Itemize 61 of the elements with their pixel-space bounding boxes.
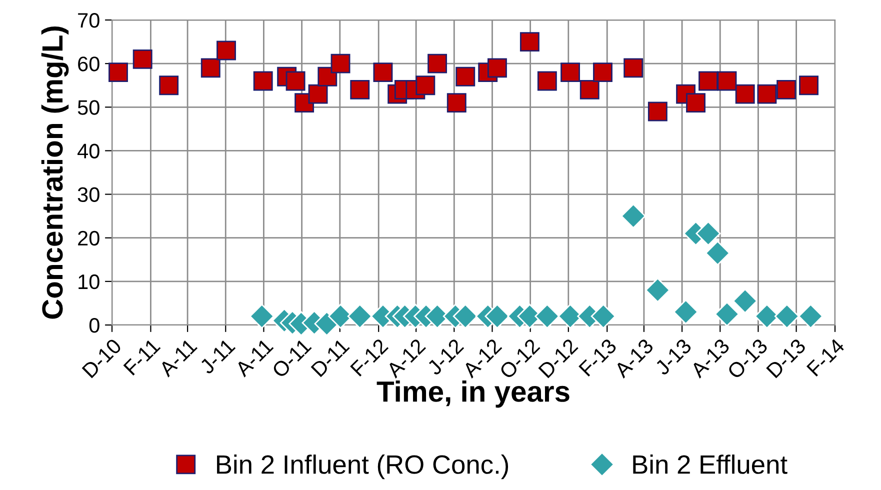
point <box>318 66 338 86</box>
point <box>416 76 436 96</box>
point <box>735 84 755 104</box>
point <box>757 84 777 104</box>
x-axis-title: Time, in years <box>376 380 570 408</box>
y-axis-title: Concentration (mg/L) <box>41 26 69 319</box>
point <box>132 49 152 69</box>
point <box>534 304 560 329</box>
point <box>286 71 306 91</box>
point <box>347 304 372 329</box>
point <box>717 71 737 91</box>
point <box>216 40 236 60</box>
point <box>350 80 370 100</box>
point <box>732 288 758 314</box>
point <box>428 54 448 74</box>
point <box>308 84 328 104</box>
point <box>373 62 393 82</box>
point <box>645 278 670 303</box>
point <box>590 304 616 329</box>
point <box>560 62 580 82</box>
y-tick-label: 50 <box>78 100 100 115</box>
point <box>774 304 800 329</box>
point <box>200 58 220 78</box>
point <box>705 240 730 266</box>
point <box>776 80 796 100</box>
point <box>488 58 507 78</box>
point <box>593 62 612 82</box>
legend-label: Bin 2 Effluent <box>633 454 788 474</box>
y-tick-label: 20 <box>78 230 100 246</box>
point <box>698 71 718 91</box>
point <box>452 304 478 329</box>
y-tick-label: 10 <box>78 274 100 290</box>
y-tick-label: 70 <box>78 13 100 28</box>
point <box>159 76 179 96</box>
x-tick-label: F-11 <box>123 338 161 376</box>
point <box>456 66 476 86</box>
point <box>624 58 644 78</box>
legend-label: Bin 2 Influent (RO Conc.) <box>217 454 508 480</box>
point <box>520 32 540 52</box>
x-tick-label: J-11 <box>198 338 236 375</box>
x-tick-label: J-13 <box>654 338 692 376</box>
point <box>330 54 350 74</box>
point <box>537 71 557 91</box>
point <box>696 221 721 246</box>
x-tick-label: J-12 <box>426 338 464 376</box>
y-tick-label: 0 <box>89 318 100 333</box>
point <box>253 71 273 91</box>
point <box>686 93 706 113</box>
point <box>249 304 274 329</box>
y-tick-label: 40 <box>78 144 100 158</box>
point <box>714 302 740 327</box>
point <box>648 102 668 122</box>
y-tick-label: 30 <box>78 187 100 202</box>
y-tick-label: 60 <box>78 56 100 72</box>
point <box>620 204 646 229</box>
point <box>673 299 698 324</box>
point <box>446 93 466 113</box>
point <box>799 76 818 96</box>
point <box>798 304 824 329</box>
point <box>580 80 600 100</box>
point <box>108 62 128 82</box>
